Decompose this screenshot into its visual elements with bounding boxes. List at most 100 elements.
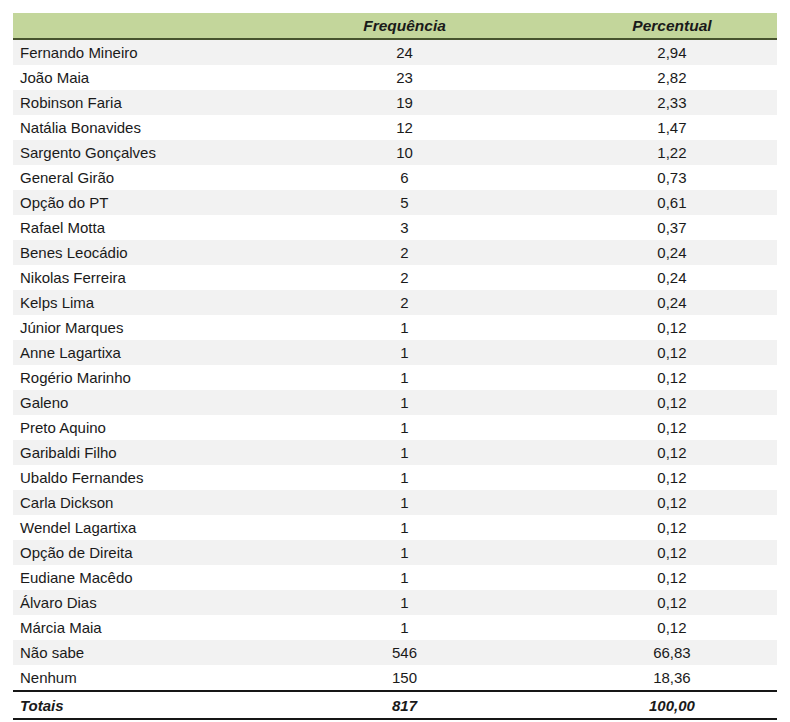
name-cell: Kelps Lima: [13, 290, 242, 315]
name-cell: João Maia: [13, 65, 242, 90]
table-row: Opção de Direita 1 0,12: [13, 540, 777, 565]
percentual-cell: 0,12: [567, 565, 777, 590]
name-cell: Galeno: [13, 390, 242, 415]
name-cell: Robinson Faria: [13, 90, 242, 115]
frequencia-cell: 1: [242, 490, 567, 515]
totals-label: Totais: [13, 691, 242, 719]
table-row: Garibaldi Filho 1 0,12: [13, 440, 777, 465]
percentual-cell: 2,94: [567, 39, 777, 65]
frequencia-cell: 1: [242, 390, 567, 415]
table-header: Frequência Percentual: [13, 13, 777, 39]
table-row: Rafael Motta 3 0,37: [13, 215, 777, 240]
totals-frequencia: 817: [242, 691, 567, 719]
percentual-cell: 18,36: [567, 665, 777, 691]
name-cell: Nikolas Ferreira: [13, 265, 242, 290]
table-row: Galeno 1 0,12: [13, 390, 777, 415]
table-row: Nenhum 150 18,36: [13, 665, 777, 691]
percentual-cell: 1,47: [567, 115, 777, 140]
frequencia-cell: 1: [242, 465, 567, 490]
frequencia-cell: 1: [242, 340, 567, 365]
percentual-cell: 0,24: [567, 240, 777, 265]
table-row: Robinson Faria 19 2,33: [13, 90, 777, 115]
percentual-cell: 0,12: [567, 540, 777, 565]
frequencia-cell: 1: [242, 590, 567, 615]
percentual-cell: 0,12: [567, 340, 777, 365]
percentual-cell: 66,83: [567, 640, 777, 665]
table-row: Não sabe 546 66,83: [13, 640, 777, 665]
frequencia-cell: 1: [242, 565, 567, 590]
table-row: Carla Dickson 1 0,12: [13, 490, 777, 515]
table-footer: Totais 817 100,00: [13, 691, 777, 719]
table-row: Sargento Gonçalves 10 1,22: [13, 140, 777, 165]
table-row: Nikolas Ferreira 2 0,24: [13, 265, 777, 290]
name-cell: Júnior Marques: [13, 315, 242, 340]
percentual-cell: 0,12: [567, 515, 777, 540]
frequencia-cell: 2: [242, 290, 567, 315]
table-row: Eudiane Macêdo 1 0,12: [13, 565, 777, 590]
name-cell: Natália Bonavides: [13, 115, 242, 140]
table-row: Álvaro Dias 1 0,12: [13, 590, 777, 615]
frequencia-cell: 1: [242, 540, 567, 565]
name-cell: Opção de Direita: [13, 540, 242, 565]
frequencia-cell: 3: [242, 215, 567, 240]
percentual-cell: 2,82: [567, 65, 777, 90]
name-cell: Carla Dickson: [13, 490, 242, 515]
percentual-cell: 0,12: [567, 390, 777, 415]
name-cell: General Girão: [13, 165, 242, 190]
name-cell: Sargento Gonçalves: [13, 140, 242, 165]
percentual-cell: 0,73: [567, 165, 777, 190]
frequencia-cell: 10: [242, 140, 567, 165]
table-row: João Maia 23 2,82: [13, 65, 777, 90]
header-cell-percentual: Percentual: [567, 13, 777, 39]
table-row: Fernando Mineiro 24 2,94: [13, 39, 777, 65]
percentual-cell: 0,37: [567, 215, 777, 240]
table-row: Wendel Lagartixa 1 0,12: [13, 515, 777, 540]
percentual-cell: 0,12: [567, 590, 777, 615]
percentual-cell: 1,22: [567, 140, 777, 165]
table-row: Preto Aquino 1 0,12: [13, 415, 777, 440]
percentual-cell: 0,12: [567, 490, 777, 515]
table-row: Ubaldo Fernandes 1 0,12: [13, 465, 777, 490]
totals-percentual: 100,00: [567, 691, 777, 719]
frequencia-cell: 1: [242, 415, 567, 440]
name-cell: Ubaldo Fernandes: [13, 465, 242, 490]
table-row: Kelps Lima 2 0,24: [13, 290, 777, 315]
percentual-cell: 2,33: [567, 90, 777, 115]
table-row: General Girão 6 0,73: [13, 165, 777, 190]
name-cell: Eudiane Macêdo: [13, 565, 242, 590]
name-cell: Rafael Motta: [13, 215, 242, 240]
name-cell: Nenhum: [13, 665, 242, 691]
frequencia-cell: 2: [242, 240, 567, 265]
name-cell: Rogério Marinho: [13, 365, 242, 390]
frequencia-cell: 1: [242, 315, 567, 340]
frequencia-cell: 24: [242, 39, 567, 65]
percentual-cell: 0,24: [567, 290, 777, 315]
frequencia-cell: 6: [242, 165, 567, 190]
name-cell: Wendel Lagartixa: [13, 515, 242, 540]
percentual-cell: 0,12: [567, 465, 777, 490]
table-row: Márcia Maia 1 0,12: [13, 615, 777, 640]
frequency-table: Frequência Percentual Fernando Mineiro 2…: [13, 13, 777, 720]
frequencia-cell: 1: [242, 365, 567, 390]
table-row: Júnior Marques 1 0,12: [13, 315, 777, 340]
name-cell: Álvaro Dias: [13, 590, 242, 615]
frequencia-cell: 2: [242, 265, 567, 290]
table-row: Benes Leocádio 2 0,24: [13, 240, 777, 265]
table-row: Opção do PT 5 0,61: [13, 190, 777, 215]
table-row: Anne Lagartixa 1 0,12: [13, 340, 777, 365]
name-cell: Anne Lagartixa: [13, 340, 242, 365]
table-row: Natália Bonavides 12 1,47: [13, 115, 777, 140]
frequencia-cell: 1: [242, 615, 567, 640]
frequencia-cell: 150: [242, 665, 567, 691]
frequencia-cell: 19: [242, 90, 567, 115]
frequencia-cell: 1: [242, 515, 567, 540]
frequencia-cell: 23: [242, 65, 567, 90]
percentual-cell: 0,12: [567, 365, 777, 390]
percentual-cell: 0,24: [567, 265, 777, 290]
name-cell: Garibaldi Filho: [13, 440, 242, 465]
frequencia-cell: 1: [242, 440, 567, 465]
frequencia-cell: 12: [242, 115, 567, 140]
table-body: Fernando Mineiro 24 2,94 João Maia 23 2,…: [13, 39, 777, 691]
frequency-table-container: Frequência Percentual Fernando Mineiro 2…: [13, 13, 777, 720]
header-cell-empty: [13, 13, 242, 39]
